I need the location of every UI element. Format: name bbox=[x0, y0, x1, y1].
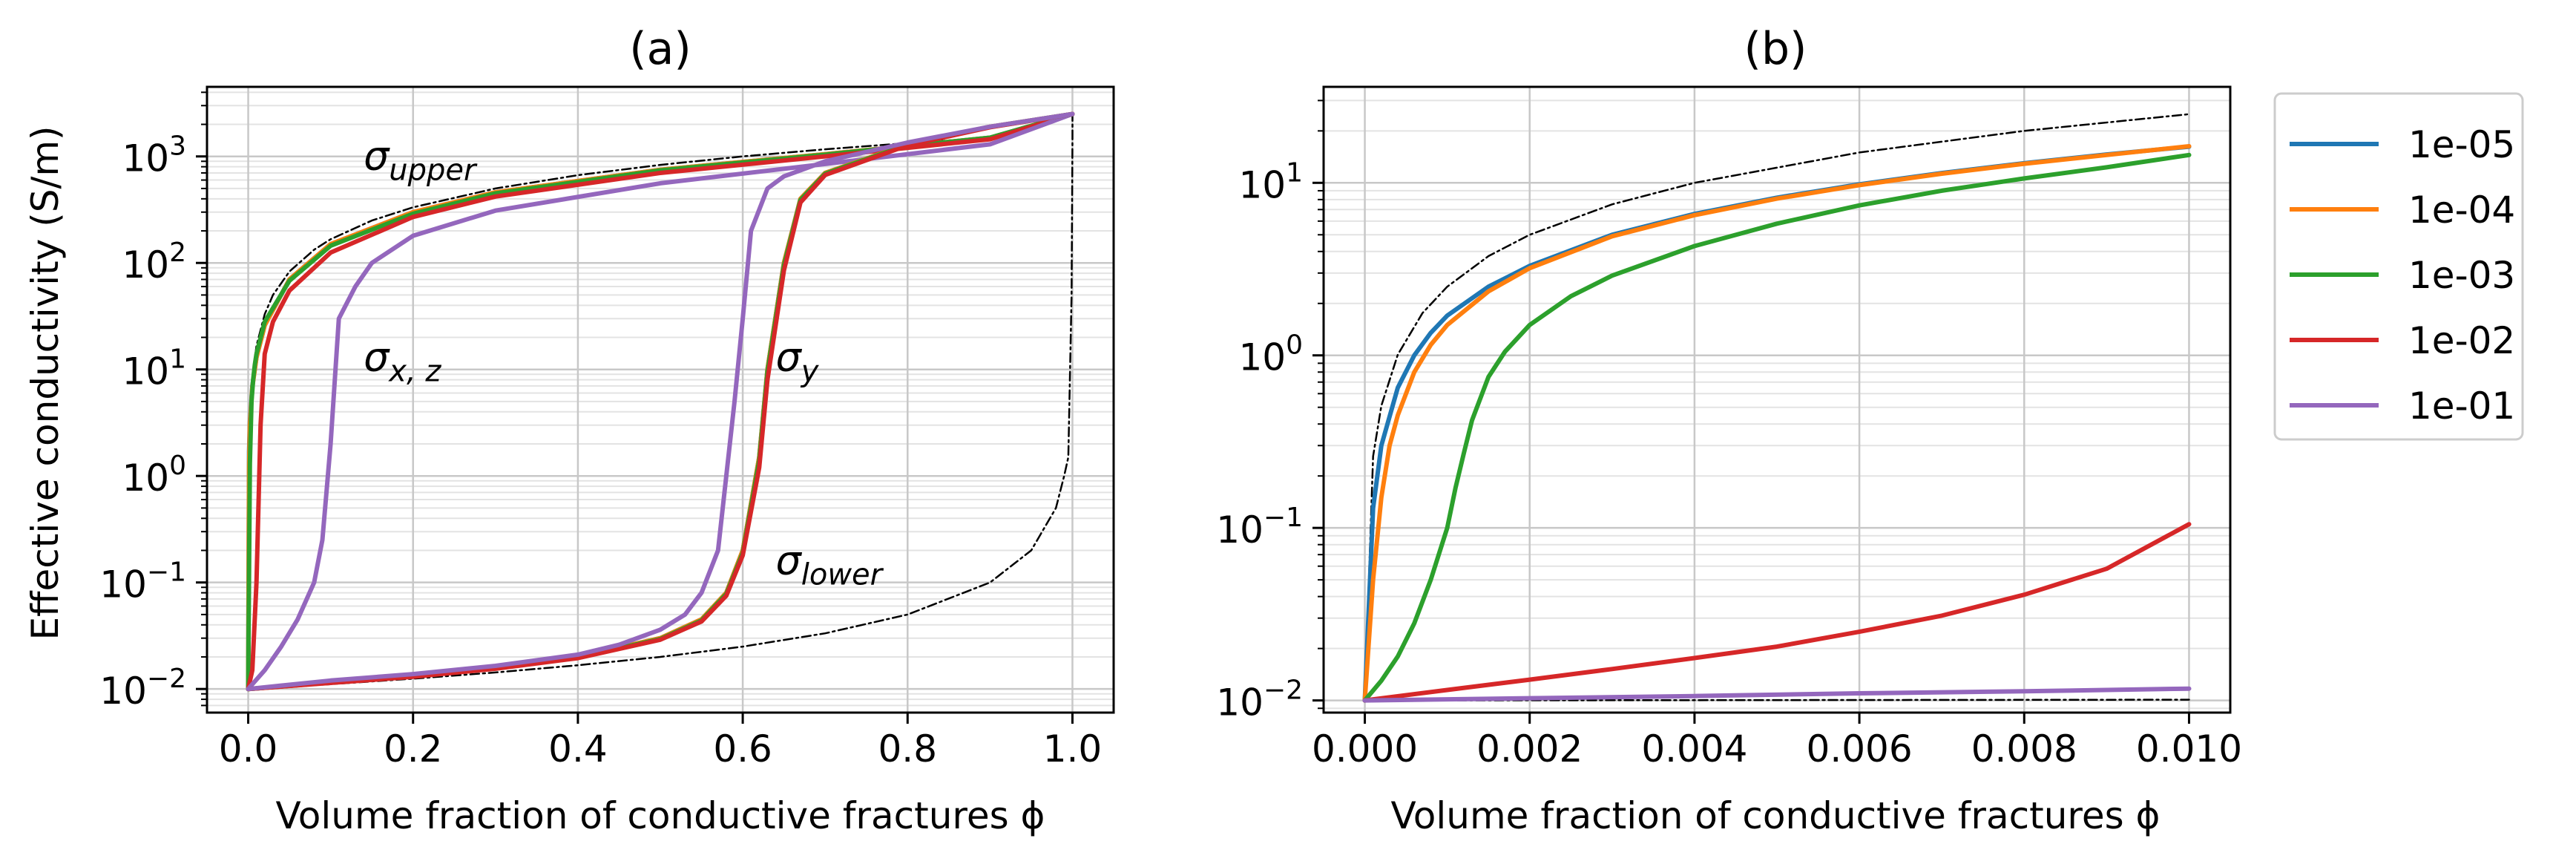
annotation-symbol: σ bbox=[776, 333, 803, 380]
y-tick-label: 100 bbox=[1238, 330, 1303, 379]
panel-a: (a) Effective conductivity (S/m) Volume … bbox=[24, 23, 1115, 837]
x-tick-label: 0.006 bbox=[1807, 727, 1913, 771]
annotation-subscript: lower bbox=[801, 557, 884, 592]
y-tick-base: 10 bbox=[122, 457, 169, 500]
annotation-symbol: σ bbox=[364, 133, 390, 180]
y-tick-exponent: −2 bbox=[1264, 675, 1303, 706]
x-tick-label: 0.004 bbox=[1641, 727, 1747, 771]
annotation-symbol: σ bbox=[364, 333, 390, 380]
y-tick-label: 103 bbox=[122, 131, 186, 180]
annotation-subscript: upper bbox=[389, 154, 478, 188]
y-tick-exponent: 2 bbox=[169, 238, 186, 268]
legend-label-1e-05: 1e-05 bbox=[2408, 123, 2515, 166]
series-line-1e-01-xz bbox=[246, 111, 1075, 692]
y-tick-label: 10−2 bbox=[1216, 675, 1303, 724]
y-tick-label: 10−2 bbox=[99, 664, 186, 713]
annotation-subscript: y bbox=[801, 354, 820, 388]
legend-label-1e-04: 1e-04 bbox=[2408, 189, 2515, 232]
y-tick-exponent: −1 bbox=[147, 557, 186, 588]
y-tick-exponent: 0 bbox=[169, 451, 186, 481]
y-tick-label: 10−1 bbox=[99, 557, 186, 606]
series-line-1e-02-xz bbox=[246, 111, 1075, 692]
x-tick-label: 0.8 bbox=[878, 727, 938, 771]
annotation-sigma-lower: σlower bbox=[776, 537, 884, 592]
y-tick-base: 10 bbox=[1238, 336, 1286, 379]
y-tick-base: 10 bbox=[122, 243, 169, 287]
annotation-sigma-xz: σx, z bbox=[364, 333, 441, 388]
annotation-symbol: σ bbox=[776, 537, 803, 583]
panel-b-title: (b) bbox=[1744, 23, 1807, 75]
y-tick-label: 100 bbox=[122, 451, 186, 500]
series-line-1e-02-y bbox=[246, 111, 1075, 692]
series-upper-bound bbox=[1364, 113, 2190, 701]
panel-a-x-axis-label: Volume fraction of conductive fractures … bbox=[275, 794, 1045, 837]
annotation-sigma-y: σy bbox=[776, 333, 820, 388]
y-tick-exponent: 1 bbox=[1286, 157, 1303, 188]
panel-a-series bbox=[246, 111, 1075, 692]
legend: 1e-05 1e-04 1e-03 1e-02 1e-01 bbox=[2273, 92, 2524, 441]
series-line-1e-02 bbox=[1362, 522, 2192, 703]
panel-b: (b) Volume fraction of conductive fractu… bbox=[1216, 23, 2242, 837]
panel-b-x-axis-label: Volume fraction of conductive fractures … bbox=[1390, 794, 2160, 837]
y-tick-exponent: 0 bbox=[1286, 330, 1303, 361]
y-tick-base: 10 bbox=[99, 670, 147, 713]
y-tick-base: 10 bbox=[99, 563, 147, 606]
legend-label-1e-01: 1e-01 bbox=[2408, 385, 2515, 428]
y-tick-label: 102 bbox=[122, 238, 186, 287]
x-tick-label: 0.002 bbox=[1476, 727, 1583, 771]
panel-b-series bbox=[1362, 113, 2192, 703]
annotation-sigma-upper: σupper bbox=[364, 133, 478, 188]
legend-box bbox=[2273, 92, 2524, 441]
y-tick-base: 10 bbox=[122, 350, 169, 393]
y-tick-base: 10 bbox=[1216, 681, 1264, 724]
y-tick-exponent: 3 bbox=[169, 131, 186, 162]
y-tick-base: 10 bbox=[1238, 163, 1286, 206]
x-tick-label: 1.0 bbox=[1043, 727, 1103, 771]
panel-a-grid bbox=[207, 87, 1114, 713]
y-tick-exponent: −1 bbox=[1264, 503, 1303, 533]
series-line-1e-03 bbox=[1362, 152, 2192, 703]
y-tick-label: 10−1 bbox=[1216, 503, 1303, 552]
series-lower-bound bbox=[247, 113, 1074, 690]
y-axis-label: Effective conductivity (S/m) bbox=[24, 125, 67, 640]
x-tick-label: 0.008 bbox=[1971, 727, 2077, 771]
x-tick-label: 0.6 bbox=[713, 727, 772, 771]
y-tick-exponent: −2 bbox=[147, 664, 186, 694]
x-tick-label: 0.2 bbox=[384, 727, 443, 771]
panel-a-title: (a) bbox=[629, 23, 691, 75]
y-tick-label: 101 bbox=[122, 344, 186, 393]
series-line-1e-01-y bbox=[246, 111, 1075, 692]
y-tick-base: 10 bbox=[1216, 508, 1264, 552]
y-tick-base: 10 bbox=[122, 137, 169, 180]
annotation-subscript: x, z bbox=[387, 354, 441, 388]
x-tick-label: 0.000 bbox=[1312, 727, 1418, 771]
panel-b-frame bbox=[1322, 85, 2232, 714]
y-tick-exponent: 1 bbox=[169, 344, 186, 375]
series-line-1e-04 bbox=[1362, 144, 2192, 703]
legend-label-1e-03: 1e-03 bbox=[2408, 254, 2515, 297]
x-tick-label: 0.0 bbox=[219, 727, 278, 771]
legend-label-1e-02: 1e-02 bbox=[2408, 319, 2515, 362]
y-tick-label: 101 bbox=[1238, 157, 1303, 206]
x-tick-label: 0.4 bbox=[548, 727, 608, 771]
panel-a-frame bbox=[206, 85, 1115, 714]
series-line-1e-01 bbox=[1362, 686, 2192, 703]
x-tick-label: 0.010 bbox=[2136, 727, 2242, 771]
